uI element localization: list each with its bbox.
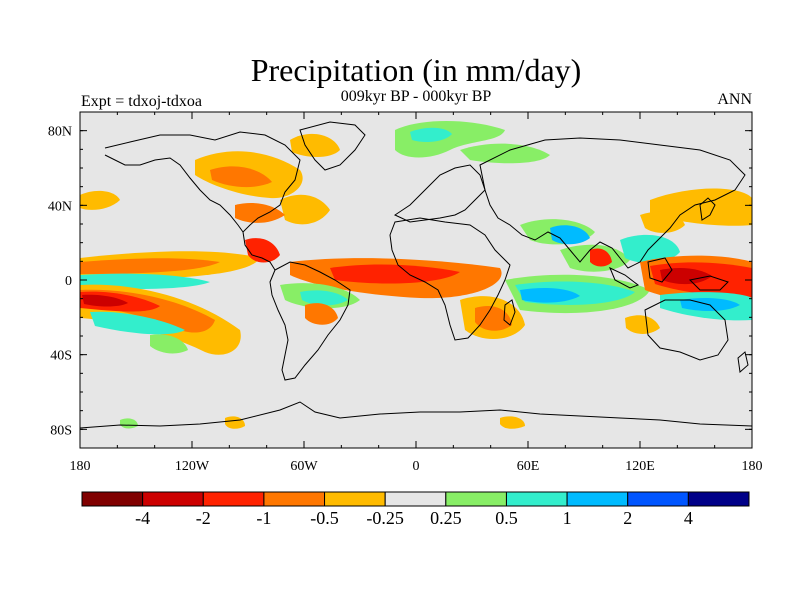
axes: 180 120W 60W 0 60E 120E 180 80N 40N 0 40S 80S: [48, 111, 763, 474]
coastline-africa: [389, 217, 511, 341]
coastline-south-america: [269, 261, 351, 381]
coastline-new-guinea: [688, 275, 729, 291]
y-tick-label: 80S: [50, 423, 72, 438]
x-tick-label: 120W: [175, 459, 210, 474]
x-tick-label: 180: [742, 459, 763, 474]
anomaly-central-america: [245, 238, 280, 263]
experiment-label: Expt = tdxoj-tdxoa: [81, 93, 203, 110]
y-tick-label: 40S: [50, 349, 72, 364]
colorbar-box: [202, 491, 265, 507]
anomaly-north-pacific-east: [80, 190, 120, 210]
anomaly-northeast-canada-core: [210, 166, 272, 188]
y-tick-label: 40N: [48, 199, 72, 214]
anomaly-south-pacific-wet: [90, 311, 185, 335]
coastline-north-america: [104, 131, 301, 271]
anomaly-east-china: [640, 211, 685, 233]
anomaly-equatorial-pacific-core: [80, 258, 220, 274]
x-tick-label: 0: [413, 459, 420, 474]
colorbar-label: -0.5: [310, 508, 339, 528]
y-tick-label: 80N: [48, 125, 72, 140]
anomaly-equatorial-pacific-south: [80, 273, 210, 290]
colorbar-label: -4: [135, 508, 150, 528]
plot-title: Precipitation (in mm/day): [250, 52, 582, 88]
coastline-sumatra: [609, 267, 640, 289]
colorbar-label: -0.25: [366, 508, 404, 528]
colorbar-box: [505, 491, 568, 507]
coastline-asia: [479, 137, 746, 269]
coastline-madagascar: [503, 299, 516, 326]
colorbar-box: [142, 491, 204, 507]
anomaly-southern-ocean-south-pacific: [120, 418, 138, 429]
colorbar-label: -2: [196, 508, 211, 528]
anomaly-field: [80, 121, 752, 429]
colorbar-box: [445, 491, 507, 507]
coastline-europe: [393, 164, 486, 223]
colorbar-box: [566, 491, 629, 507]
colorbar-label: -1: [256, 508, 271, 528]
y-tick-label: 0: [65, 274, 72, 289]
x-tick-label: 120E: [625, 459, 655, 474]
x-tick-label: 180: [70, 459, 91, 474]
colorbar-label: 0.5: [495, 508, 518, 528]
colorbar-label: 4: [684, 508, 693, 528]
colorbar-box: [384, 491, 447, 507]
anomaly-south-china-sea: [620, 234, 680, 263]
colorbar-label: 0.25: [430, 508, 462, 528]
anomaly-eurasia-north: [460, 143, 550, 164]
coastline-australia: [644, 299, 729, 361]
anomaly-southern-ocean-east: [500, 416, 525, 429]
colorbar-box: [324, 491, 386, 507]
anomaly-south-pacific-peak: [82, 294, 128, 307]
colorbar-box: [81, 491, 144, 507]
colorbar-box: [263, 491, 326, 507]
anomaly-equatorial-atlantic-core: [330, 264, 460, 284]
anomaly-southern-africa-core: [475, 305, 512, 331]
plot-subtitle: 009kyr BP - 000kyr BP: [340, 88, 492, 105]
anomaly-gulf-stream: [235, 203, 285, 223]
x-tick-label: 60E: [517, 459, 540, 474]
anomaly-north-atlantic: [280, 194, 330, 225]
map-panel: [79, 111, 753, 449]
colorbar: -4 -2 -1 -0.5 -0.25 0.25 0.5 1 2 4: [81, 491, 750, 528]
colorbar-label: 1: [563, 508, 572, 528]
coastlines: [80, 121, 752, 429]
coastline-new-zealand: [737, 351, 749, 373]
anomaly-indian-ocean-core: [520, 288, 580, 303]
anomaly-india: [550, 225, 590, 245]
coastline-borneo: [647, 257, 673, 283]
coastline-antarctica: [80, 401, 752, 429]
anomaly-south-america-east-core: [300, 290, 348, 306]
x-tick-label: 60W: [290, 459, 318, 474]
anomaly-scandinavia: [290, 133, 340, 157]
coastline-japan: [699, 197, 716, 221]
anomaly-south-pacific-fringe: [150, 334, 188, 354]
anomaly-greenland-sea-core: [410, 127, 452, 142]
colorbar-label: 2: [623, 508, 632, 528]
anomaly-bay-of-bengal-core: [590, 248, 612, 267]
anomaly-maritime-continent-peak: [660, 268, 712, 285]
coastline-greenland: [299, 121, 366, 171]
season-label: ANN: [717, 91, 752, 108]
colorbar-box: [627, 491, 689, 507]
colorbar-box: [687, 491, 750, 507]
anomaly-australia-north: [625, 315, 660, 334]
anomaly-south-atlantic: [305, 303, 338, 325]
